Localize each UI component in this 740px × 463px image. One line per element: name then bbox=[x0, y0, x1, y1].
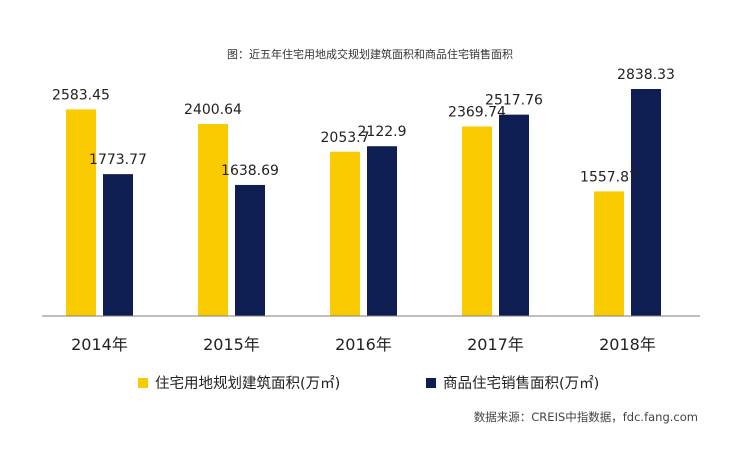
bar-land-4 bbox=[594, 191, 624, 316]
data-label: 2122.9 bbox=[358, 124, 407, 140]
x-tick-label: 2015年 bbox=[203, 335, 260, 354]
data-label: 2517.76 bbox=[485, 93, 543, 109]
bar-sales-1 bbox=[235, 184, 265, 316]
source-note: 数据来源：CREIS中指数据，fdc.fang.com bbox=[474, 410, 698, 424]
data-label: 2400.64 bbox=[184, 102, 242, 118]
bar-land-1 bbox=[198, 124, 228, 316]
bars-layer bbox=[66, 89, 661, 317]
data-label: 1557.87 bbox=[580, 169, 638, 185]
bar-land-3 bbox=[462, 126, 492, 317]
x-tick-label: 2016年 bbox=[335, 335, 392, 354]
bar-land-2 bbox=[330, 151, 360, 316]
bar-sales-4 bbox=[631, 89, 661, 316]
bar-land-0 bbox=[66, 109, 96, 317]
data-label: 2583.45 bbox=[52, 87, 110, 103]
chart-title: 图：近五年住宅用地成交规划建筑面积和商品住宅销售面积 bbox=[227, 47, 513, 61]
legend-swatch bbox=[426, 378, 436, 388]
legend-label: 商品住宅销售面积(万㎡) bbox=[443, 375, 599, 392]
x-tick-label: 2014年 bbox=[71, 335, 128, 354]
bar-sales-0 bbox=[103, 174, 133, 316]
legend-swatch bbox=[138, 378, 148, 388]
data-label: 1773.77 bbox=[89, 152, 147, 168]
x-tick-label: 2018年 bbox=[599, 335, 656, 354]
bar-sales-2 bbox=[367, 146, 397, 316]
legend: 住宅用地规划建筑面积(万㎡) 商品住宅销售面积(万㎡) bbox=[138, 375, 599, 392]
data-label: 2838.33 bbox=[617, 67, 675, 83]
legend-label: 住宅用地规划建筑面积(万㎡) bbox=[155, 375, 340, 392]
data-label: 1638.69 bbox=[221, 163, 279, 179]
data-label: 2369.74 bbox=[448, 104, 506, 120]
x-tick-labels: 2014年 2015年 2016年 2017年 2018年 bbox=[71, 335, 656, 354]
value-labels-layer: 2583.45 1773.77 2400.64 1638.69 2053.72122.9… bbox=[52, 67, 675, 185]
x-tick-label: 2017年 bbox=[467, 335, 524, 354]
data-label: 2053.7 bbox=[321, 130, 370, 146]
bar-sales-3 bbox=[499, 114, 529, 317]
